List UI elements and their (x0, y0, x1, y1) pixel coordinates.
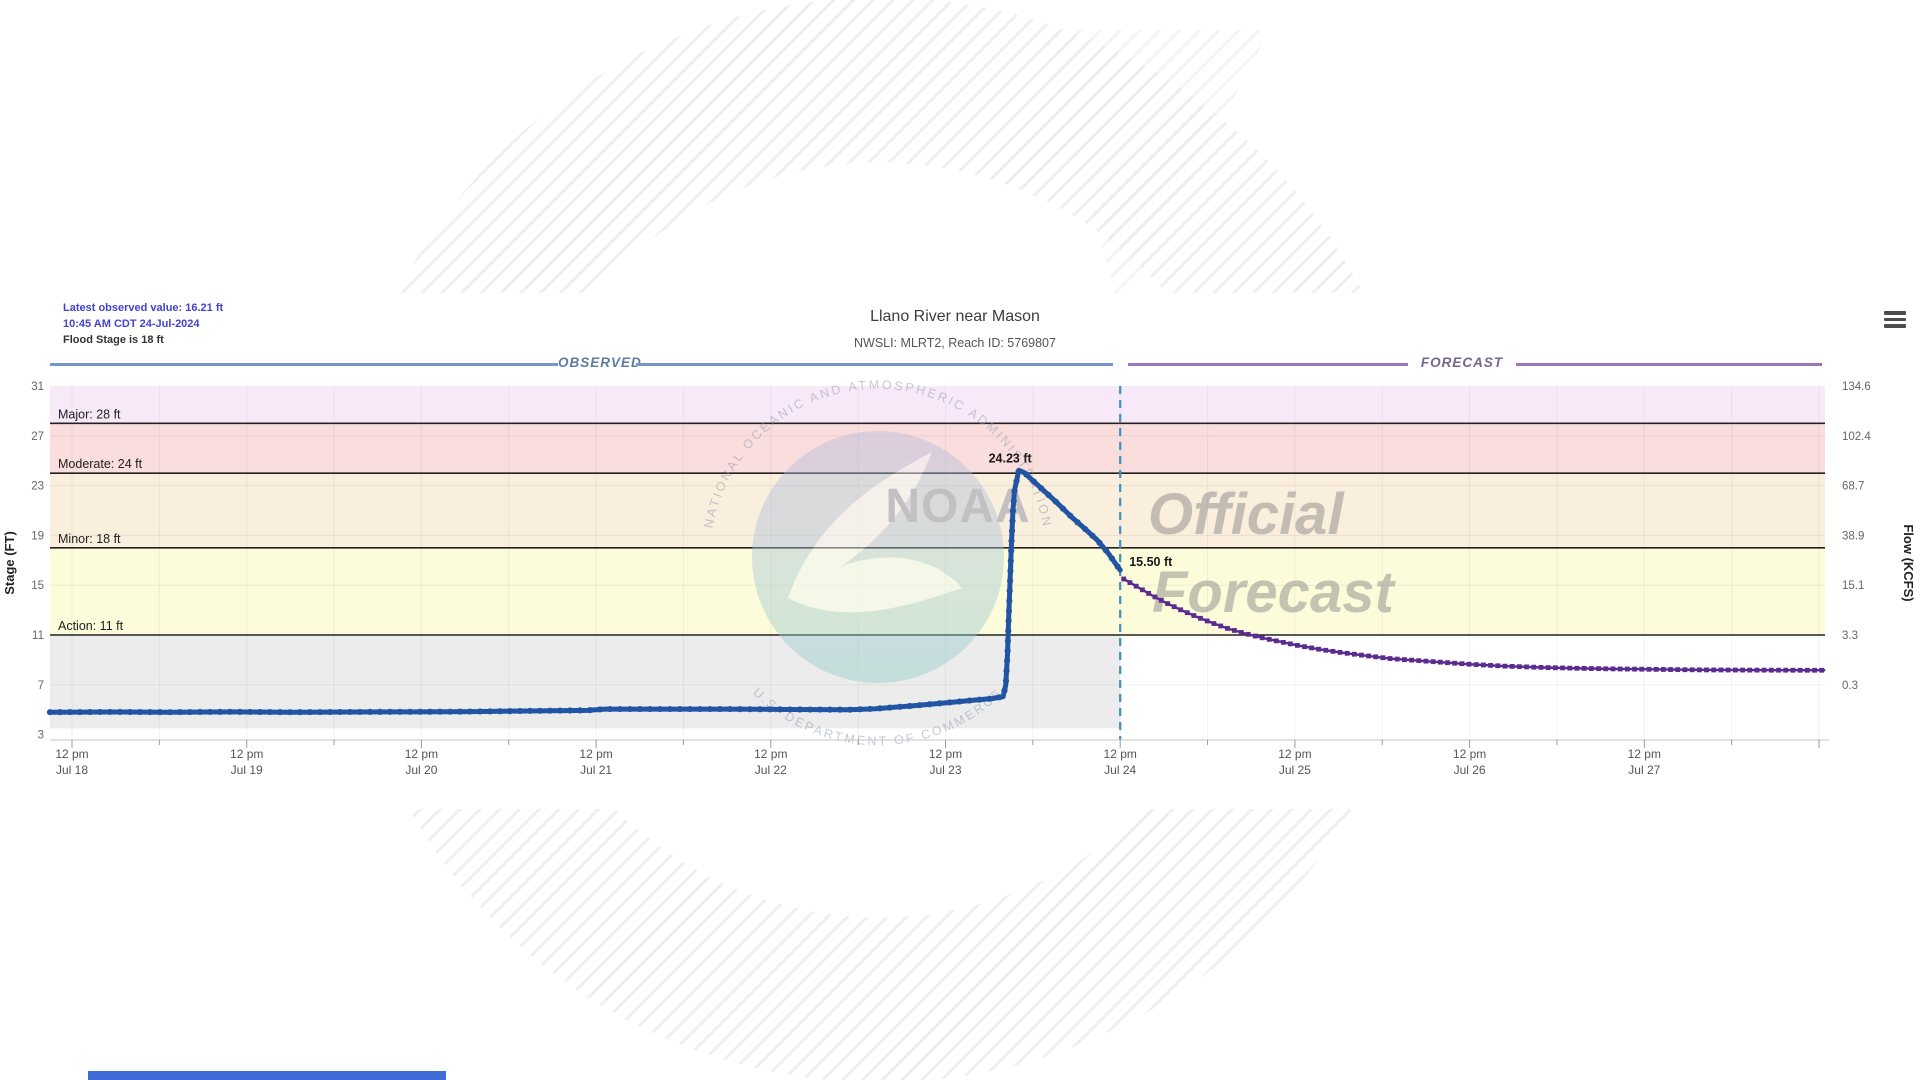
noaa-swirl-flare (1040, 30, 1270, 310)
y-right-tick-label: 0.3 (1842, 680, 1858, 692)
x-tick-date-label: Jul 27 (1628, 763, 1660, 777)
flood-stage-note: Flood Stage is 18 ft (63, 334, 164, 346)
x-tick-time-label: 12 pm (1453, 747, 1486, 761)
x-tick-time-label: 12 pm (55, 747, 88, 761)
forecast-section-label: FORECAST (1420, 355, 1504, 370)
svg-text:Official: Official (1148, 482, 1345, 547)
x-tick-date-label: Jul 25 (1279, 763, 1311, 777)
x-tick-date-label: Jul 26 (1454, 763, 1486, 777)
y-left-tick-label: 19 (31, 530, 44, 542)
forecast-section-line-right (1516, 363, 1822, 366)
bottom-blue-strip (88, 1071, 446, 1080)
forecast-markers (1121, 576, 1825, 673)
y-left-tick-label: 7 (38, 680, 44, 692)
x-tick-time-label: 12 pm (405, 747, 438, 761)
y-left-tick-label: 11 (32, 630, 44, 642)
svg-text:NOAA: NOAA (885, 480, 1030, 533)
flood-threshold-label: Action: 11 ft (58, 619, 124, 633)
x-tick-date-label: Jul 22 (755, 763, 787, 777)
x-tick-time-label: 12 pm (230, 747, 263, 761)
y-right-tick-label: 15.1 (1842, 580, 1864, 592)
page-subtitle: NWSLI: MLRT2, Reach ID: 5769807 (854, 336, 1056, 350)
x-tick-date-label: Jul 24 (1104, 763, 1136, 777)
x-tick-date-label: Jul 20 (405, 763, 437, 777)
x-tick-date-label: Jul 18 (56, 763, 88, 777)
y-left-axis-title: Stage (FT) (2, 531, 17, 595)
info-box: Latest observed value: 16.21 ft 10:45 AM… (63, 300, 223, 348)
y-left-tick-label: 15 (31, 580, 44, 592)
flood-band (50, 386, 1825, 424)
data-annotation: 15.50 ft (1129, 555, 1173, 569)
forecast-section-line-left (1128, 363, 1408, 366)
page-title: Llano River near Mason (870, 308, 1040, 325)
observed-timestamp: 10:45 AM CDT 24-Jul-2024 (63, 318, 200, 330)
observed-section-line-left (50, 363, 558, 366)
y-left-tick-label: 23 (31, 481, 44, 493)
flood-threshold-label: Minor: 18 ft (58, 532, 121, 546)
x-tick-time-label: 12 pm (1104, 747, 1137, 761)
x-tick-time-label: 12 pm (1628, 747, 1661, 761)
x-tick-time-label: 12 pm (579, 747, 612, 761)
y-left-tick-label: 31 (31, 381, 44, 393)
y-left-tick-label: 3 (38, 730, 44, 742)
y-right-tick-label: 68.7 (1842, 481, 1864, 493)
x-tick-date-label: Jul 21 (580, 763, 612, 777)
y-right-axis-title: Flow (KCFS) (1901, 524, 1916, 601)
y-right-tick-label: 3.3 (1842, 630, 1858, 642)
x-tick-time-label: 12 pm (1278, 747, 1311, 761)
x-tick-date-label: Jul 23 (929, 763, 961, 777)
y-right-tick-label: 102.4 (1842, 431, 1871, 443)
y-left-tick-label: 27 (31, 431, 44, 443)
flood-threshold-label: Major: 28 ft (58, 407, 121, 421)
observed-section-label: OBSERVED (558, 355, 642, 370)
latest-observed-value: Latest observed value: 16.21 ft (63, 302, 224, 314)
flood-threshold-label: Moderate: 24 ft (58, 457, 143, 471)
x-tick-time-label: 12 pm (754, 747, 787, 761)
x-tick-date-label: Jul 19 (231, 763, 263, 777)
data-annotation: 24.23 ft (989, 451, 1033, 465)
x-tick-time-label: 12 pm (929, 747, 962, 761)
observed-markers (46, 468, 1121, 716)
observed-section-line-right (636, 363, 1113, 366)
official-forecast-watermark: Official Forecast (1148, 482, 1396, 625)
svg-text:Forecast: Forecast (1152, 560, 1396, 625)
y-right-tick-label: 134.6 (1842, 381, 1871, 393)
hamburger-menu-icon[interactable] (1884, 311, 1908, 331)
y-right-tick-label: 38.9 (1842, 530, 1864, 542)
